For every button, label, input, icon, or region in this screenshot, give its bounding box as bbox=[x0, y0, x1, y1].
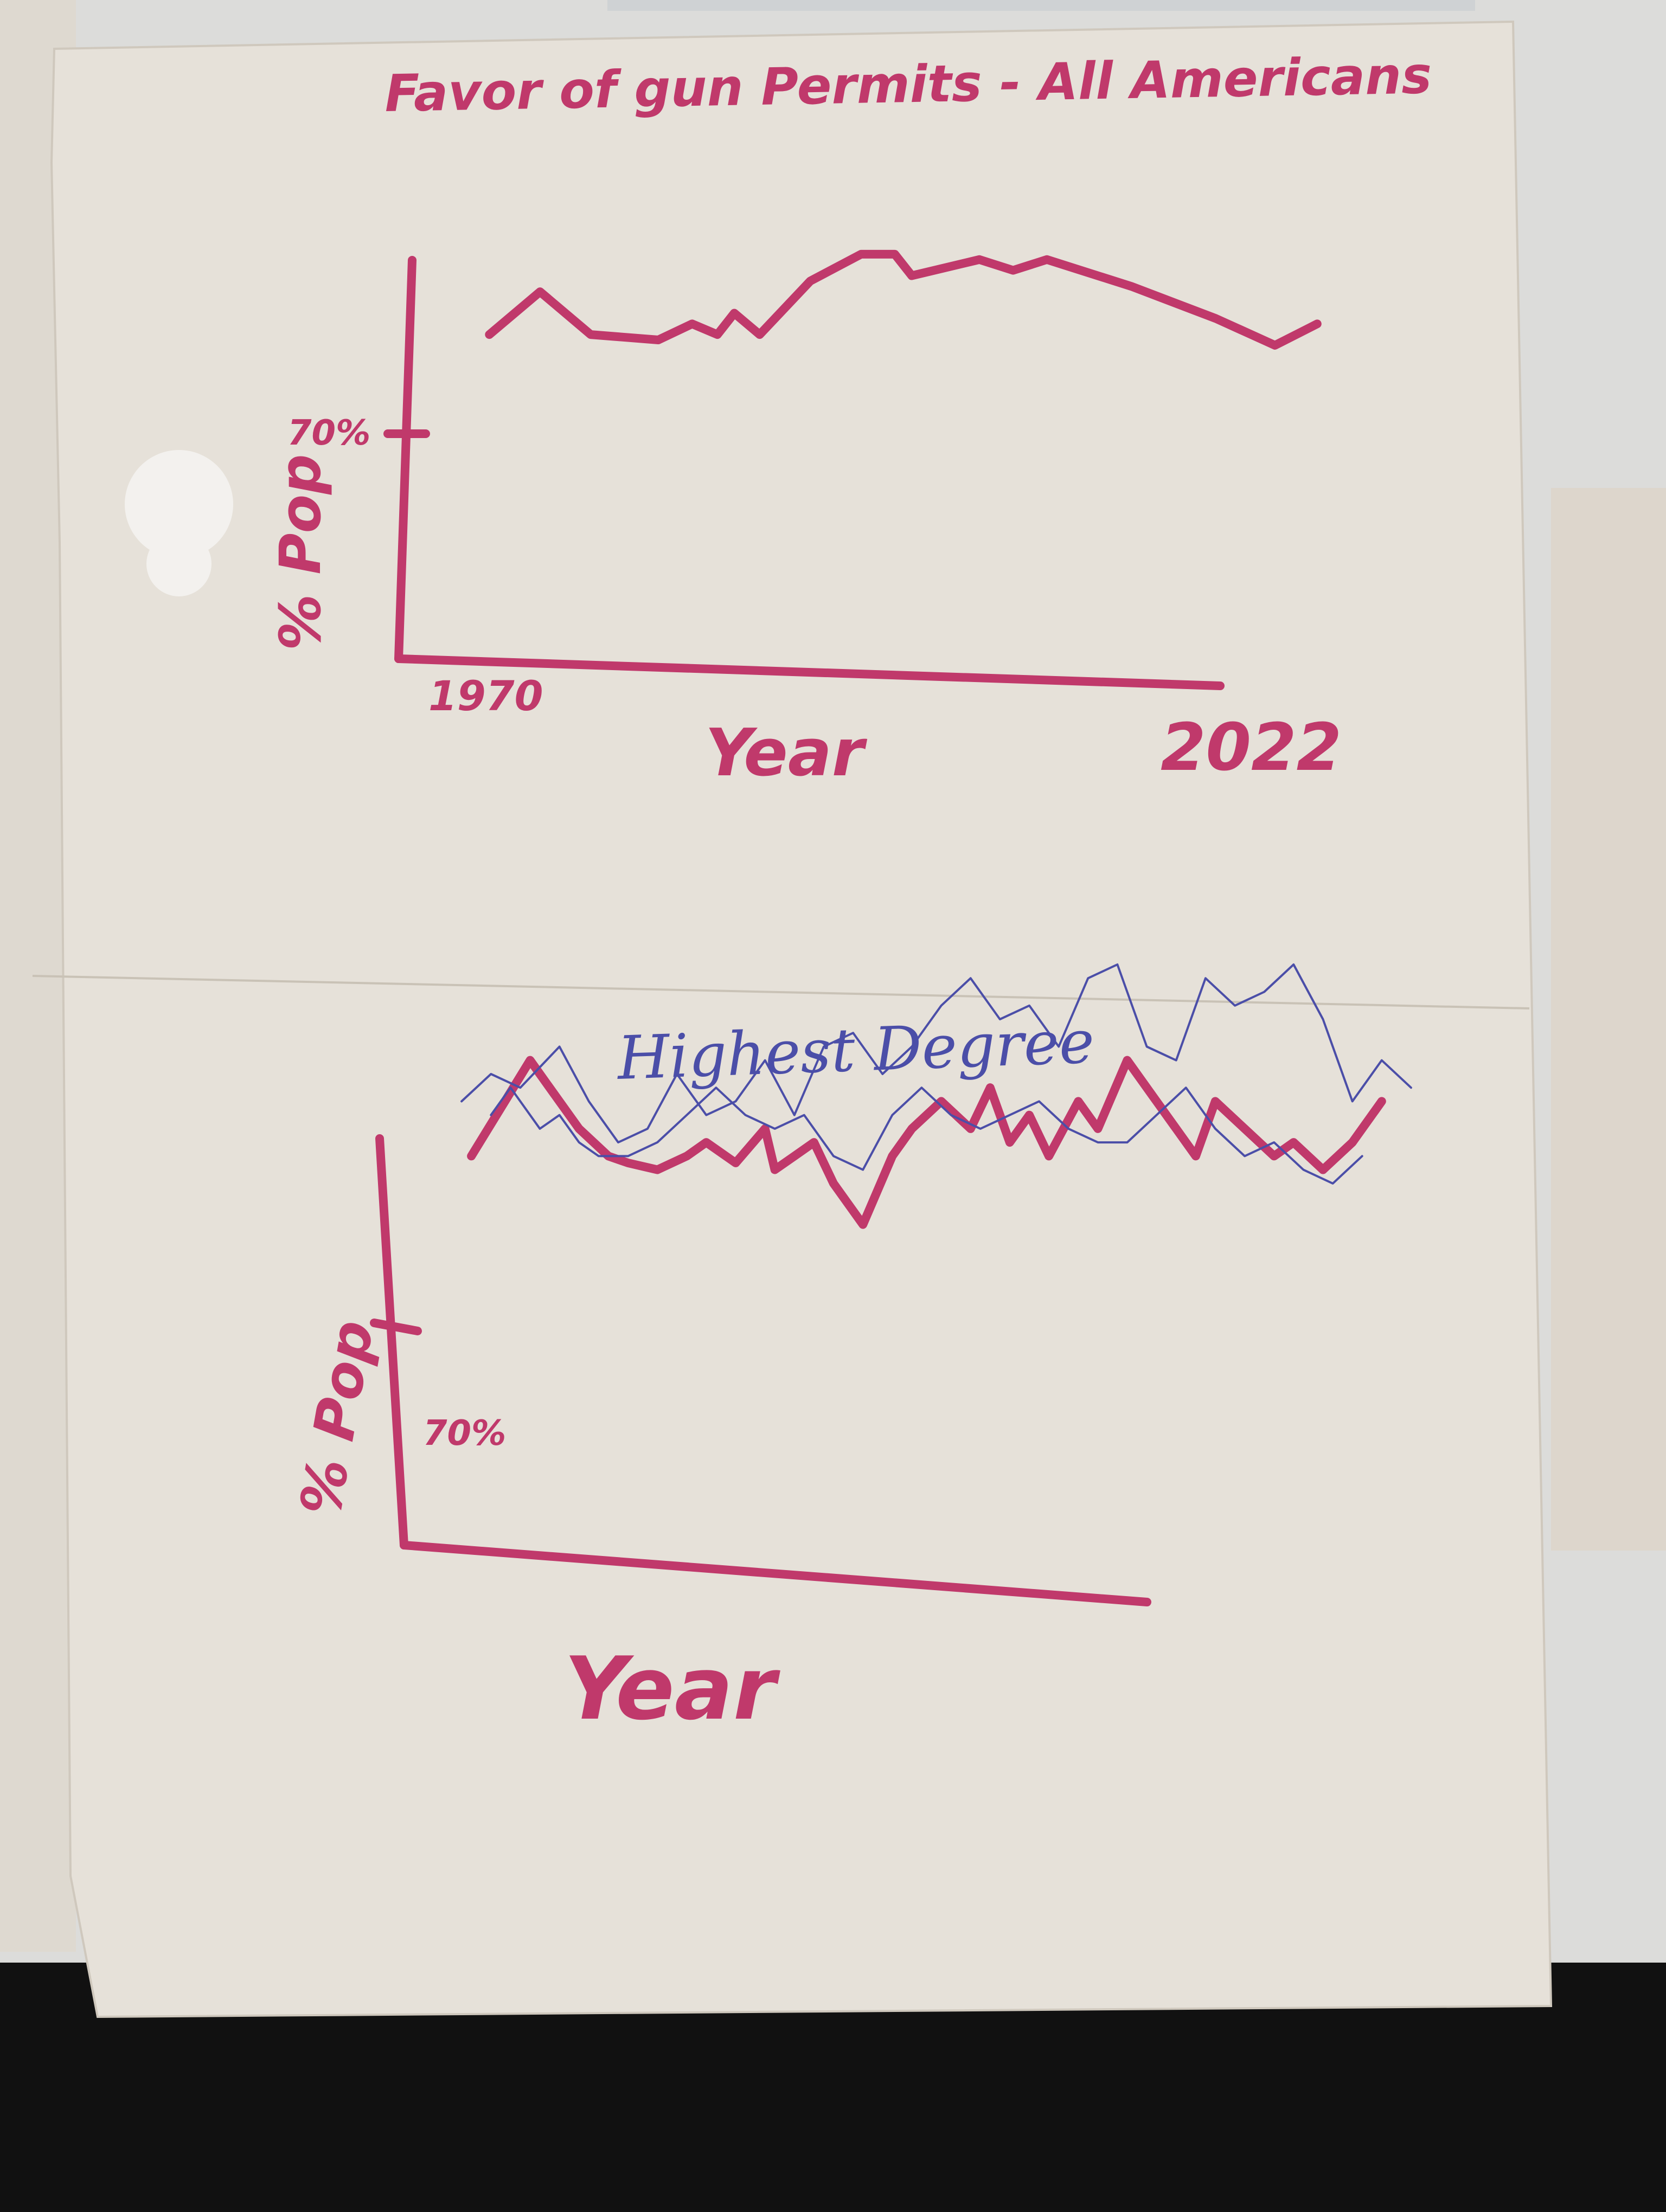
chart-2-x-label: Year bbox=[564, 1638, 781, 1739]
chart-1-series-1-line bbox=[485, 249, 1322, 350]
chart-1-y-axis bbox=[394, 256, 416, 663]
chart-2-x-axis bbox=[400, 1541, 1151, 1606]
chart-1-plot bbox=[485, 249, 1322, 350]
chart-1-y-label: % Pop bbox=[267, 454, 334, 651]
chart-1-y-tick-label: 70% bbox=[287, 413, 370, 453]
chart-2-series-1-line bbox=[467, 1056, 1386, 1229]
paper-sheet bbox=[50, 20, 1553, 2018]
chart-2-title: Highest Degree bbox=[615, 1007, 1095, 1093]
chart-2-y-axis bbox=[375, 1134, 408, 1549]
paper-top-edge bbox=[607, 0, 1475, 11]
chart-2-axes bbox=[370, 1134, 1151, 1606]
chart-2-plot bbox=[460, 963, 1412, 1229]
chart-1-x-tick-end: 2022 bbox=[1161, 710, 1342, 786]
punch-hole bbox=[125, 450, 233, 558]
chart-2-series-3-line bbox=[460, 963, 1412, 1144]
paper-right-edge bbox=[1551, 488, 1666, 1551]
chart-1-axes bbox=[383, 256, 1225, 690]
chart-1-x-label: Year bbox=[705, 716, 868, 791]
chart-1-x-axis bbox=[394, 654, 1225, 690]
chart-1-x-tick-start: 1970 bbox=[428, 672, 543, 720]
paper-fold bbox=[32, 975, 1530, 1009]
punch-hole-lower bbox=[146, 531, 212, 596]
chart-2-series-2-line bbox=[490, 1086, 1363, 1185]
chart-2-y-tick-70 bbox=[370, 1319, 422, 1335]
chart-2-y-tick-label: 70% bbox=[423, 1413, 506, 1454]
